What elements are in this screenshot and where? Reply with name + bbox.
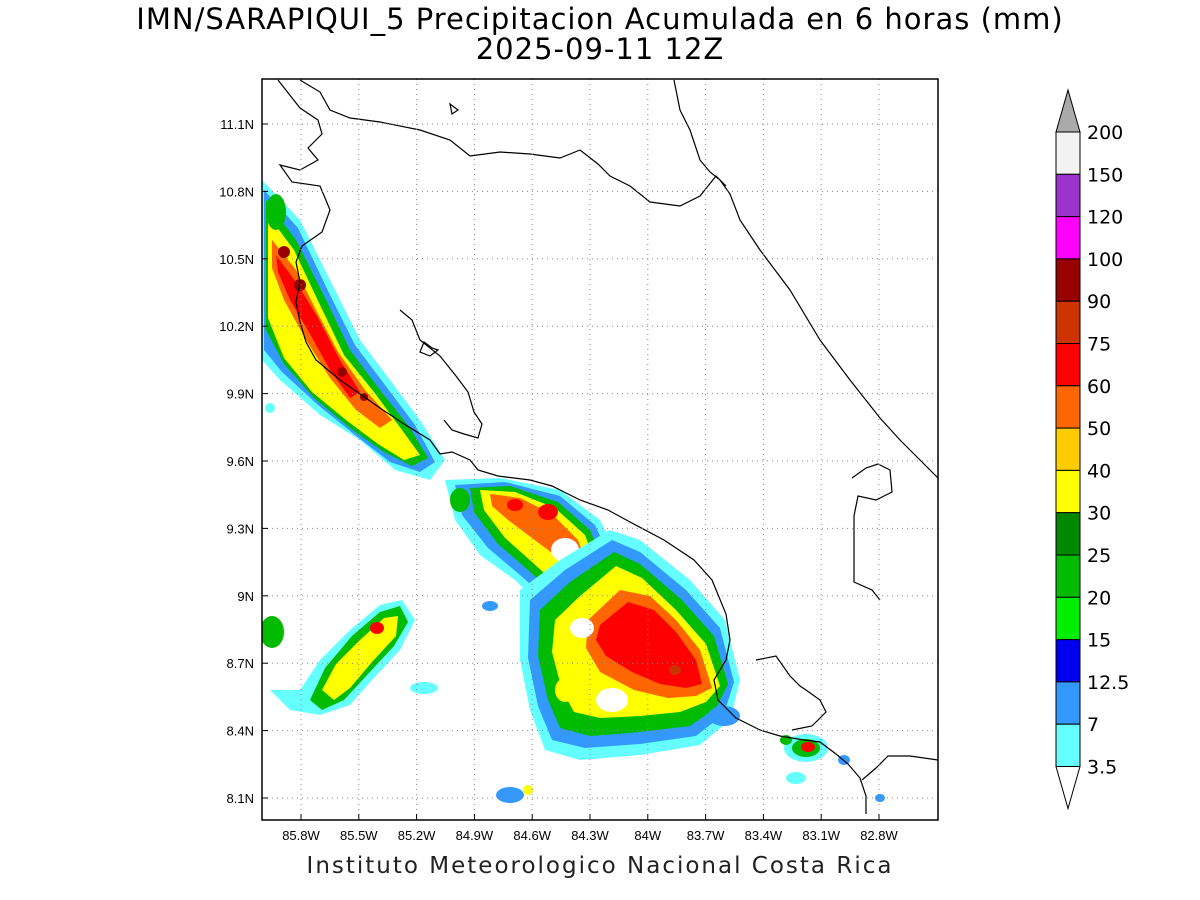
precip-cluster-southwest: [262, 600, 498, 715]
colorbar-label: 3.5: [1087, 757, 1117, 779]
x-axis-ticks: 85.8W 85.5W 85.2W 84.9W 84.6W 84.3W 84W 83.7W 83…: [282, 814, 899, 843]
y-tick-label: 9.3N: [227, 521, 254, 536]
colorbar-label: 7: [1087, 714, 1099, 736]
colorbar-swatch: [1055, 427, 1081, 471]
y-tick-label: 9N: [237, 589, 254, 604]
x-tick-label: 85.2W: [398, 828, 436, 843]
colorbar-label: 20: [1087, 587, 1111, 609]
colorbar-label: 100: [1087, 249, 1123, 271]
y-tick-label: 10.5N: [219, 252, 254, 267]
colorbar-swatch: [1055, 173, 1081, 218]
colorbar-label: 90: [1087, 291, 1111, 313]
colorbar-swatch: [1055, 512, 1081, 556]
colorbar-label: 25: [1087, 545, 1111, 567]
colorbar-top-arrow: [1055, 88, 1081, 133]
colorbar-swatch: [1055, 639, 1081, 683]
x-tick-label: 84W: [634, 828, 661, 843]
colorbar-label: 120: [1087, 207, 1123, 229]
y-tick-label: 10.8N: [219, 184, 254, 199]
colorbar-label: 15: [1087, 630, 1111, 652]
precip-cluster-northwest: [262, 180, 445, 480]
y-tick-label: 10.2N: [219, 319, 254, 334]
x-tick-label: 83.7W: [687, 828, 725, 843]
colorbar-label: 60: [1087, 376, 1111, 398]
y-axis-ticks: 11.1N 10.8N 10.5N 10.2N 9.9N 9.6N 9.3N 9N 8.7N 8.…: [219, 117, 268, 806]
colorbar-label: 40: [1087, 460, 1111, 482]
colorbar-swatch: [1055, 343, 1081, 387]
precip-cluster-southcentral: [450, 488, 740, 803]
colorbar-label: 50: [1087, 418, 1111, 440]
colorbar-swatch: [1055, 554, 1081, 598]
coastlines: [277, 79, 938, 814]
y-tick-label: 9.9N: [227, 387, 254, 402]
colorbar-swatch: [1055, 723, 1081, 768]
colorbar-label: 150: [1087, 164, 1123, 186]
y-tick-label: 8.7N: [227, 656, 254, 671]
colorbar-label: 200: [1087, 122, 1123, 144]
colorbar-swatch: [1055, 385, 1081, 429]
grid: [262, 79, 938, 820]
colorbar-swatch: [1055, 596, 1081, 641]
y-tick-label: 11.1N: [220, 117, 254, 132]
colorbar-bottom-arrow: [1055, 766, 1081, 811]
colorbar-swatch: [1055, 300, 1081, 345]
x-tick-label: 84.9W: [456, 828, 494, 843]
colorbar-swatch: [1055, 258, 1081, 302]
x-tick-label: 84.6W: [513, 828, 551, 843]
y-tick-label: 8.4N: [227, 724, 254, 739]
colorbar-swatch: [1055, 131, 1081, 175]
precip-cluster-southeast: [780, 734, 885, 802]
colorbar-swatch: [1055, 681, 1081, 725]
y-tick-label: 9.6N: [227, 454, 254, 469]
colorbar-label: 12.5: [1087, 672, 1129, 694]
colorbar-label: 30: [1087, 503, 1111, 525]
x-tick-label: 83.1W: [802, 828, 840, 843]
map-frame: [261, 78, 939, 821]
map-subtitle: 2025-09-11 12Z: [475, 32, 725, 66]
x-tick-label: 83.4W: [745, 828, 783, 843]
colorbar: 200 150 120 100 90 75 60 50 40 30 25 20 15 12.5 7 3.5: [1055, 88, 1129, 811]
map-footer: Instituto Meteorologico Nacional Costa R…: [306, 853, 894, 879]
map-title: IMN/SARAPIQUI_5 Precipitacion Acumulada …: [136, 2, 1064, 36]
x-tick-label: 85.8W: [282, 828, 320, 843]
x-tick-label: 85.5W: [340, 828, 378, 843]
colorbar-swatch: [1055, 469, 1081, 514]
x-tick-label: 84.3W: [571, 828, 609, 843]
y-tick-label: 8.1N: [227, 791, 254, 806]
x-tick-label: 82.8W: [860, 828, 898, 843]
colorbar-label: 75: [1087, 334, 1111, 356]
colorbar-swatch: [1055, 216, 1081, 260]
precip-fields: [262, 180, 885, 803]
